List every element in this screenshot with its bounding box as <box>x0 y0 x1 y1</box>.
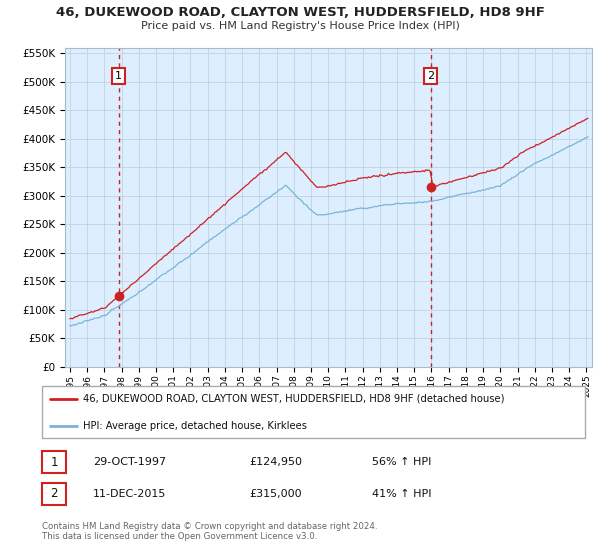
Text: 2: 2 <box>427 71 434 81</box>
Text: £315,000: £315,000 <box>249 489 302 499</box>
Text: HPI: Average price, detached house, Kirklees: HPI: Average price, detached house, Kirk… <box>83 421 307 431</box>
Text: 1: 1 <box>50 455 58 469</box>
Text: 46, DUKEWOOD ROAD, CLAYTON WEST, HUDDERSFIELD, HD8 9HF: 46, DUKEWOOD ROAD, CLAYTON WEST, HUDDERS… <box>56 6 544 18</box>
Text: 46, DUKEWOOD ROAD, CLAYTON WEST, HUDDERSFIELD, HD8 9HF (detached house): 46, DUKEWOOD ROAD, CLAYTON WEST, HUDDERS… <box>83 394 504 404</box>
Text: 41% ↑ HPI: 41% ↑ HPI <box>372 489 431 499</box>
Text: 11-DEC-2015: 11-DEC-2015 <box>93 489 166 499</box>
Text: 2: 2 <box>50 487 58 501</box>
Text: Contains HM Land Registry data © Crown copyright and database right 2024.
This d: Contains HM Land Registry data © Crown c… <box>42 522 377 542</box>
Text: Price paid vs. HM Land Registry's House Price Index (HPI): Price paid vs. HM Land Registry's House … <box>140 21 460 31</box>
Text: 29-OCT-1997: 29-OCT-1997 <box>93 457 166 467</box>
Text: £124,950: £124,950 <box>249 457 302 467</box>
Text: 56% ↑ HPI: 56% ↑ HPI <box>372 457 431 467</box>
Text: 1: 1 <box>115 71 122 81</box>
